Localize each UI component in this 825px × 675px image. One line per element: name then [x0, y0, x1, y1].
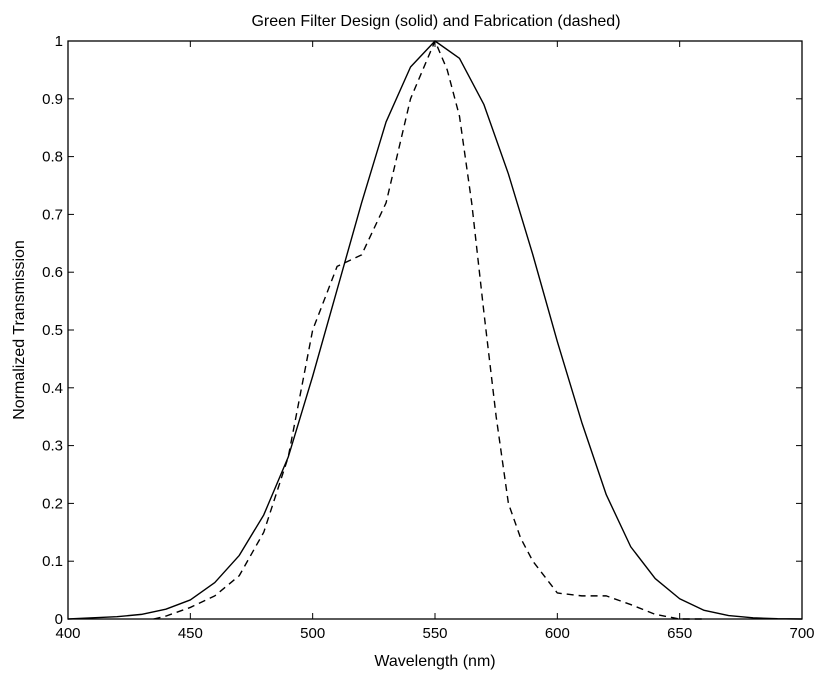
y-tick-label: 0.1 — [42, 553, 63, 570]
y-tick-label: 0.8 — [42, 149, 63, 166]
x-tick-label: 550 — [422, 625, 447, 642]
y-tick-label: 0.4 — [42, 380, 63, 397]
axis-tick-labels: 400 450 500 550 600 650 700 0 0.1 0.2 0.3 0.4 0.5 0.6… — [42, 33, 814, 642]
axis-ticks — [67, 40, 803, 620]
x-tick-label: 450 — [178, 625, 203, 642]
y-tick-label: 0.3 — [42, 438, 63, 455]
y-axis-label: Normalized Transmission — [11, 240, 28, 420]
plot-frame — [67, 40, 803, 620]
x-tick-label: 400 — [55, 625, 80, 642]
y-tick-label: 0.6 — [42, 264, 63, 281]
x-tick-label: 500 — [300, 625, 325, 642]
x-tick-label: 700 — [789, 625, 814, 642]
y-tick-label: 1 — [55, 33, 63, 50]
fabrication-dashed-line — [153, 40, 705, 620]
y-tick-label: 0.9 — [42, 91, 63, 108]
y-tick-label: 0.7 — [42, 206, 63, 223]
design-solid-line — [67, 40, 803, 620]
x-axis-label: Wavelength (nm) — [374, 653, 495, 670]
y-tick-label: 0.5 — [42, 322, 63, 339]
chart-title: Green Filter Design (solid) and Fabricat… — [251, 13, 620, 30]
y-tick-label: 0 — [55, 611, 63, 628]
x-tick-label: 650 — [667, 625, 692, 642]
y-tick-label: 0.2 — [42, 495, 63, 512]
x-tick-label: 600 — [545, 625, 570, 642]
series-layer — [67, 40, 803, 620]
